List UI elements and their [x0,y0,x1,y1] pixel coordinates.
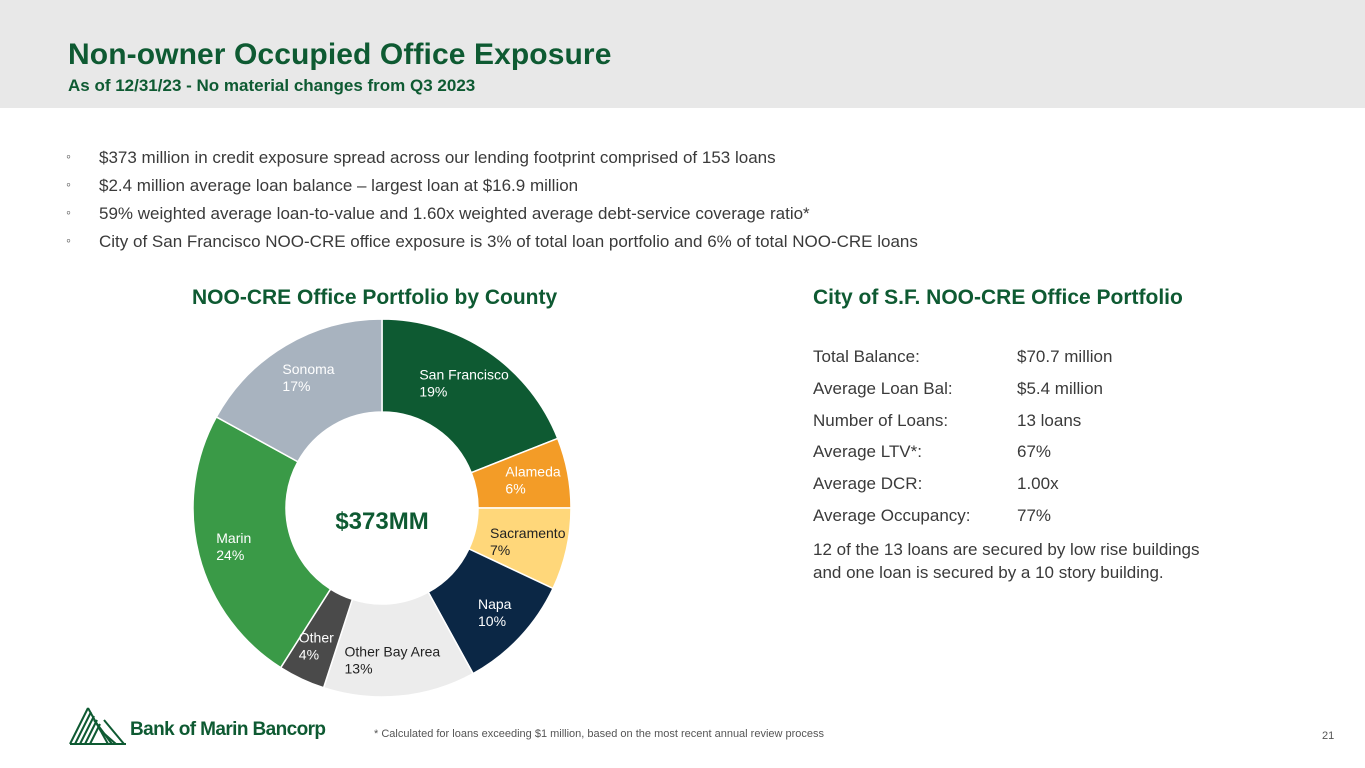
stat-row: Total Balance: $70.7 million [813,347,1213,379]
stat-row: Number of Loans: 13 loans [813,411,1213,443]
stat-label: Number of Loans: [813,410,949,430]
stat-row: Average Occupancy: 77% [813,506,1213,538]
stat-value: $5.4 million [1017,378,1103,398]
donut-center-label: $373MM [335,508,428,535]
page-number: 21 [1322,730,1335,742]
stat-label: Average DCR: [813,474,923,494]
stat-value: 13 loans [1017,410,1082,430]
slice-label-other: Other 4% [299,630,334,663]
sf-portfolio-title: City of S.F. NOO-CRE Office Portfolio [813,286,1183,309]
bullet-text: $2.4 million average loan balance – larg… [99,176,579,195]
bullet-marker: ◦ [66,176,71,192]
slice-label-napa: Napa 10% [478,596,512,629]
bullet-marker: ◦ [66,232,71,248]
sf-portfolio-note: 12 of the 13 loans are secured by low ri… [813,540,1200,582]
bank-logo: Bank of Marin Bancorp [68,704,328,746]
footnote: * Calculated for loans exceeding $1 mill… [374,728,825,740]
slice-label-sacramento: Sacramento 7% [490,525,566,558]
donut-slice-san-francisco [381,318,559,474]
bullet-marker: ◦ [66,148,71,164]
stat-value: 67% [1017,442,1052,462]
slice-label-san-francisco: San Francisco 19% [419,366,509,399]
donut-slice-sonoma [215,318,383,463]
mountain-logo-icon [69,707,126,745]
bullet-marker: ◦ [66,204,71,220]
slice-label-marin: Marin 24% [216,530,251,563]
donut-slice-marin [192,415,332,669]
stat-label: Total Balance: [813,347,920,366]
bullet-text: City of San Francisco NOO-CRE office exp… [99,232,918,251]
stat-label: Average LTV*: [813,442,922,462]
logo-text: Bank of Marin Bancorp [130,719,326,740]
chart-title: NOO-CRE Office Portfolio by County [192,286,558,309]
stat-label: Average Loan Bal: [813,378,953,398]
donut-labels: San Francisco 19% Alameda 6% Sacramento 7% Nap… [216,361,565,676]
stat-value: 1.00x [1017,474,1059,494]
stat-label: Average Occupancy: [813,505,971,525]
stat-value: $70.7 million [1017,347,1113,366]
header-band: Non-owner Occupied Office Exposure As of… [0,0,1365,108]
sf-stats-list: Total Balance: $70.7 million Average Loa… [813,347,1213,538]
stat-value: 77% [1017,505,1052,525]
bullet-item: ◦ $373 million in credit exposure spread… [66,148,1066,176]
page-subtitle: As of 12/31/23 - No material changes fro… [68,76,476,95]
stat-row: Average LTV*: 67% [813,442,1213,474]
page-title: Non-owner Occupied Office Exposure [68,38,612,71]
stat-row: Average DCR: 1.00x [813,474,1213,506]
bullet-list: ◦ $373 million in credit exposure spread… [66,148,1066,260]
slice-label-sonoma: Sonoma 17% [282,361,334,394]
donut-chart: San Francisco 19% Alameda 6% Sacramento 7% Nap… [192,318,572,698]
bullet-text: 59% weighted average loan-to-value and 1… [99,204,810,223]
donut-slices [192,318,572,698]
bullet-item: ◦ City of San Francisco NOO-CRE office e… [66,232,1066,260]
slice-label-alameda: Alameda 6% [505,464,560,497]
slice-label-other-bay-area: Other Bay Area 13% [345,643,441,676]
bullet-text: $373 million in credit exposure spread a… [99,148,776,167]
stat-row: Average Loan Bal: $5.4 million [813,379,1213,411]
bullet-item: ◦ $2.4 million average loan balance – la… [66,176,1066,204]
bullet-item: ◦ 59% weighted average loan-to-value and… [66,204,1066,232]
